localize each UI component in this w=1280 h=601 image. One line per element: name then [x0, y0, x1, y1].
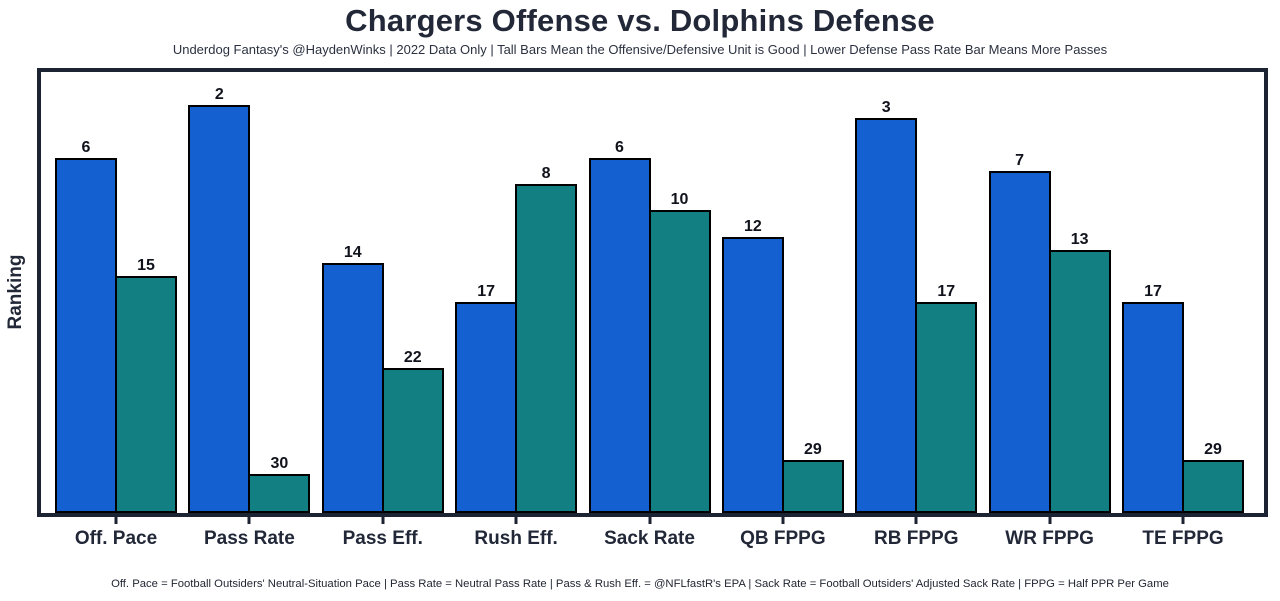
x-axis-tick [381, 517, 385, 524]
defense-bar-wrap: 10 [648, 72, 711, 513]
offense-bar-wrap: 12 [721, 72, 784, 513]
offense-bar-wrap: 2 [188, 72, 251, 513]
category-group-rb-fppg: 3 17 RB FPPG [855, 72, 978, 549]
defense-bar [381, 368, 444, 513]
defense-bar-wrap: 30 [248, 72, 311, 513]
category-group-off-pace: 6 15 Off. Pace [55, 72, 177, 549]
offense-bar-wrap: 7 [988, 72, 1051, 513]
bar-value-label: 17 [1144, 283, 1162, 301]
x-axis-tick [514, 517, 518, 524]
bar-value-label: 13 [1070, 230, 1089, 248]
x-axis-label-pass-eff: Pass Eff. [342, 528, 423, 549]
offense-bar [855, 118, 918, 513]
category-group-sack-rate: 6 10 Sack Rate [588, 72, 711, 549]
bar-value-label: 12 [743, 217, 762, 235]
x-axis-tick [914, 517, 918, 524]
x-axis-label-pass-rate: Pass Rate [203, 528, 295, 549]
defense-bar [248, 473, 311, 513]
bar-value-label: 17 [477, 283, 496, 301]
offense-bar [188, 104, 251, 513]
x-axis-label-qb-fppg: QB FPPG [740, 528, 826, 549]
offense-bar [321, 262, 384, 513]
offense-bar-wrap: 6 [588, 72, 651, 513]
offense-bar [55, 157, 117, 513]
defense-bar [915, 302, 978, 513]
offense-bar [1122, 302, 1184, 513]
bar-value-label: 2 [214, 85, 224, 103]
offense-bar-wrap: 3 [855, 72, 918, 513]
plot-area: 6 15 Off. Pace 2 30 Pass Rate 14 22 Pass Eff. 17 8… [37, 68, 1268, 549]
category-group-rush-eff: 17 8 Rush Eff. [455, 72, 578, 549]
defense-bar [1182, 460, 1244, 513]
defense-bar [515, 183, 578, 513]
category-group-wr-fppg: 7 13 WR FPPG [988, 72, 1111, 549]
defense-bar-wrap: 29 [781, 72, 844, 513]
category-group-te-fppg: 17 29 TE FPPG [1122, 72, 1244, 549]
y-axis-label: Ranking [5, 254, 26, 330]
defense-bar [781, 460, 844, 513]
chart-subtitle: Underdog Fantasy's @HaydenWinks | 2022 D… [172, 42, 1108, 57]
category-group-qb-fppg: 12 29 QB FPPG [721, 72, 844, 549]
offense-bar-wrap: 6 [55, 72, 117, 513]
defense-bar-wrap: 15 [115, 72, 177, 513]
offense-bar-wrap: 17 [1122, 72, 1184, 513]
bar-value-label: 6 [81, 138, 91, 156]
bar-value-label: 8 [541, 164, 551, 182]
chart-footnote: Off. Pace = Football Outsiders' Neutral-… [111, 578, 1169, 590]
chart-title: Chargers Offense vs. Dolphins Defense [345, 3, 935, 38]
plot-bars: 6 15 Off. Pace 2 30 Pass Rate 14 22 Pass Eff. 17 8… [41, 72, 1264, 549]
defense-bar-wrap: 29 [1182, 72, 1244, 513]
offense-bar [721, 236, 784, 513]
bar-value-label: 17 [937, 283, 956, 301]
offense-bar [988, 170, 1051, 513]
bar-value-label: 22 [403, 349, 422, 367]
category-group-pass-rate: 2 30 Pass Rate [188, 72, 311, 549]
x-axis-tick [247, 517, 251, 524]
x-axis-label-sack-rate: Sack Rate [604, 528, 695, 549]
bar-value-label: 29 [1204, 441, 1222, 459]
defense-bar [1048, 249, 1111, 513]
x-axis-tick [114, 517, 118, 524]
x-axis-tick [1048, 517, 1052, 524]
bar-value-label: 14 [343, 243, 362, 261]
bar-value-label: 7 [1015, 151, 1025, 169]
x-axis-label-rush-eff: Rush Eff. [474, 528, 558, 549]
x-axis-label-off-pace: Off. Pace [74, 528, 158, 549]
offense-bar-wrap: 17 [455, 72, 518, 513]
x-axis-tick [648, 517, 651, 524]
offense-bar-wrap: 14 [321, 72, 384, 513]
defense-bar-wrap: 22 [381, 72, 444, 513]
x-axis-tick [781, 517, 785, 524]
bar-value-label: 6 [615, 138, 624, 156]
bar-value-label: 30 [270, 454, 289, 472]
x-axis-tick [1181, 517, 1185, 524]
defense-bar-wrap: 17 [915, 72, 978, 513]
offense-bar [588, 157, 651, 513]
offense-bar [455, 302, 518, 513]
bar-value-label: 15 [137, 257, 155, 275]
defense-bar-wrap: 13 [1048, 72, 1111, 513]
x-axis-label-wr-fppg: WR FPPG [1005, 528, 1094, 549]
defense-bar [115, 276, 177, 513]
bar-value-label: 29 [803, 441, 822, 459]
defense-bar [648, 210, 711, 513]
x-axis-label-rb-fppg: RB FPPG [874, 528, 959, 549]
category-group-pass-eff: 14 22 Pass Eff. [321, 72, 444, 549]
bar-value-label: 10 [670, 191, 689, 209]
x-axis-label-te-fppg: TE FPPG [1142, 528, 1224, 549]
defense-bar-wrap: 8 [515, 72, 578, 513]
bar-value-label: 3 [881, 99, 891, 117]
